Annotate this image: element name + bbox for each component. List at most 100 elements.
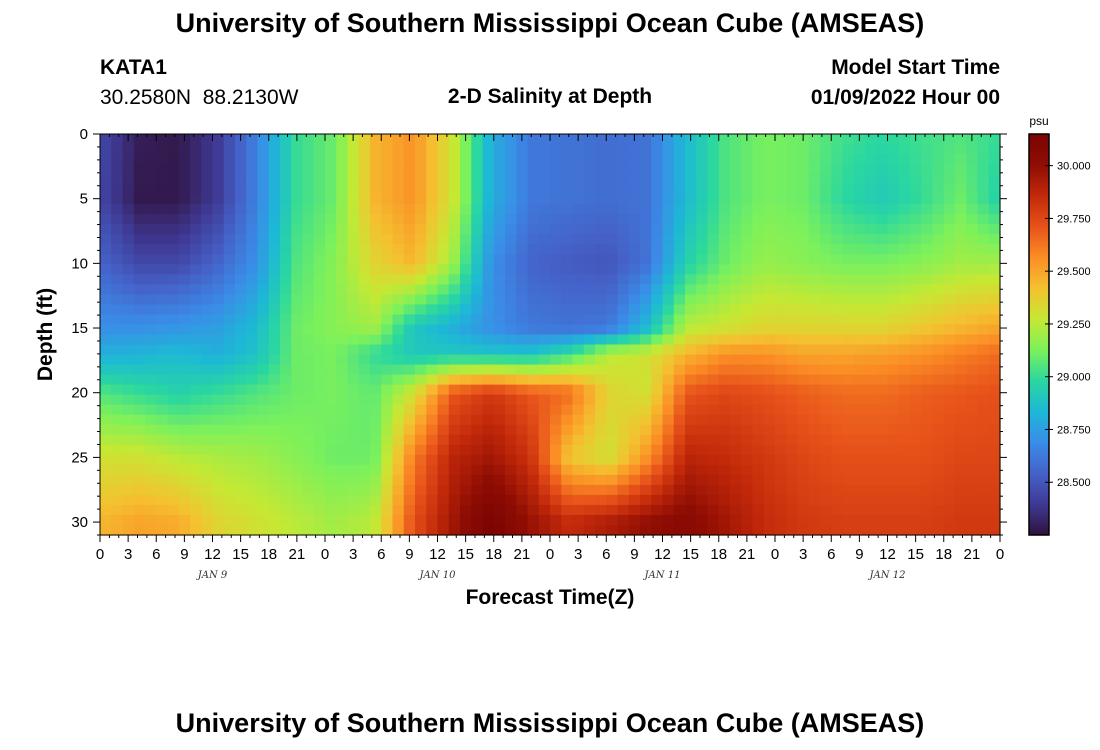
heat-cell xyxy=(527,204,540,215)
heat-cell xyxy=(853,344,866,356)
heat-cell xyxy=(178,524,191,536)
heat-cell xyxy=(831,504,844,516)
heat-cell xyxy=(685,144,697,155)
colorbar-tick-label: 28.750 xyxy=(1057,424,1091,436)
heat-cell xyxy=(921,174,934,185)
heat-cell xyxy=(707,134,720,145)
heat-cell xyxy=(932,484,945,496)
heat-cell xyxy=(347,364,360,376)
heat-cell xyxy=(943,194,956,205)
heat-cell xyxy=(235,244,247,255)
heat-cell xyxy=(651,144,664,155)
heat-cell xyxy=(381,294,394,306)
heat-cell xyxy=(178,384,191,396)
heat-cell xyxy=(415,234,427,245)
heat-cell xyxy=(887,504,900,516)
heat-cell xyxy=(898,254,911,265)
heat-cell xyxy=(235,274,247,285)
heat-cell xyxy=(977,134,990,145)
heat-cell xyxy=(898,514,911,526)
heat-cell xyxy=(561,204,574,215)
heat-cell xyxy=(325,334,337,346)
heat-cell xyxy=(415,284,427,296)
heat-cell xyxy=(932,374,945,386)
heat-cell xyxy=(268,404,281,416)
heat-cell xyxy=(955,134,967,145)
heat-cell xyxy=(651,504,664,516)
heat-cell xyxy=(167,294,180,306)
heat-cell xyxy=(415,194,427,205)
heat-cell xyxy=(212,424,225,436)
heat-cell xyxy=(640,234,652,245)
heat-cell xyxy=(111,154,124,165)
heat-cell xyxy=(347,484,360,496)
heat-cell xyxy=(437,464,450,476)
salinity-heatmap-chart: 0 3 6 9 12 15 18 21 0 3 6 9 12 15 18 21 0 3 6 9 12 15 18 21 0 3 6 9… xyxy=(34,114,1091,609)
heat-cell xyxy=(403,484,416,496)
heat-cell xyxy=(291,244,304,255)
heat-cell xyxy=(100,224,112,235)
heat-cell xyxy=(257,434,270,446)
heat-cell xyxy=(426,384,439,396)
heat-cell xyxy=(370,154,382,165)
heat-cell xyxy=(651,394,664,406)
x-tick-label: 18 xyxy=(710,546,727,563)
heat-cell xyxy=(325,424,337,436)
heat-cell xyxy=(752,164,765,175)
heat-cell xyxy=(876,284,889,296)
heat-cell xyxy=(775,424,787,436)
heat-cell xyxy=(325,254,337,265)
heat-cell xyxy=(336,154,349,165)
heat-cell xyxy=(966,174,979,185)
heat-cell xyxy=(403,264,416,275)
heat-cell xyxy=(190,384,202,396)
heat-cell xyxy=(775,194,787,205)
heat-cell xyxy=(145,344,157,356)
heat-cell xyxy=(820,384,832,396)
heat-cell xyxy=(955,504,967,516)
heat-cell xyxy=(797,324,810,336)
heat-cell xyxy=(673,374,686,386)
heat-cell xyxy=(842,184,855,195)
heat-cell xyxy=(651,304,664,316)
heat-cell xyxy=(460,344,472,356)
heat-cell xyxy=(370,454,382,466)
heatmap-cells xyxy=(100,134,1001,536)
heat-cell xyxy=(516,164,529,175)
heat-cell xyxy=(651,194,664,205)
heat-cell xyxy=(235,304,247,316)
heat-cell xyxy=(190,234,202,245)
heat-cell xyxy=(797,294,810,306)
heat-cell xyxy=(505,314,517,326)
heat-cell xyxy=(943,514,956,526)
heat-cell xyxy=(100,234,112,245)
heat-cell xyxy=(797,504,810,516)
heat-cell xyxy=(426,194,439,205)
heat-cell xyxy=(493,514,506,526)
heat-cell xyxy=(167,224,180,235)
heat-cell xyxy=(662,444,675,456)
heat-cell xyxy=(516,504,529,516)
heat-cell xyxy=(190,294,202,306)
heat-cell xyxy=(482,524,495,536)
heat-cell xyxy=(302,474,315,486)
heat-cell xyxy=(550,294,562,306)
heat-cell xyxy=(313,344,326,356)
heat-cell xyxy=(347,324,360,336)
heat-cell xyxy=(190,454,202,466)
heat-cell xyxy=(741,184,754,195)
heat-cell xyxy=(932,204,945,215)
heat-cell xyxy=(358,204,371,215)
heat-cell xyxy=(145,194,157,205)
heat-cell xyxy=(111,174,124,185)
heat-cell xyxy=(493,524,506,536)
heat-cell xyxy=(302,404,315,416)
heat-cell xyxy=(145,464,157,476)
heat-cell xyxy=(280,154,292,165)
heat-cell xyxy=(932,144,945,155)
heat-cell xyxy=(741,254,754,265)
heat-cell xyxy=(853,254,866,265)
heat-cell xyxy=(932,164,945,175)
heat-cell xyxy=(921,324,934,336)
heat-cell xyxy=(482,244,495,255)
